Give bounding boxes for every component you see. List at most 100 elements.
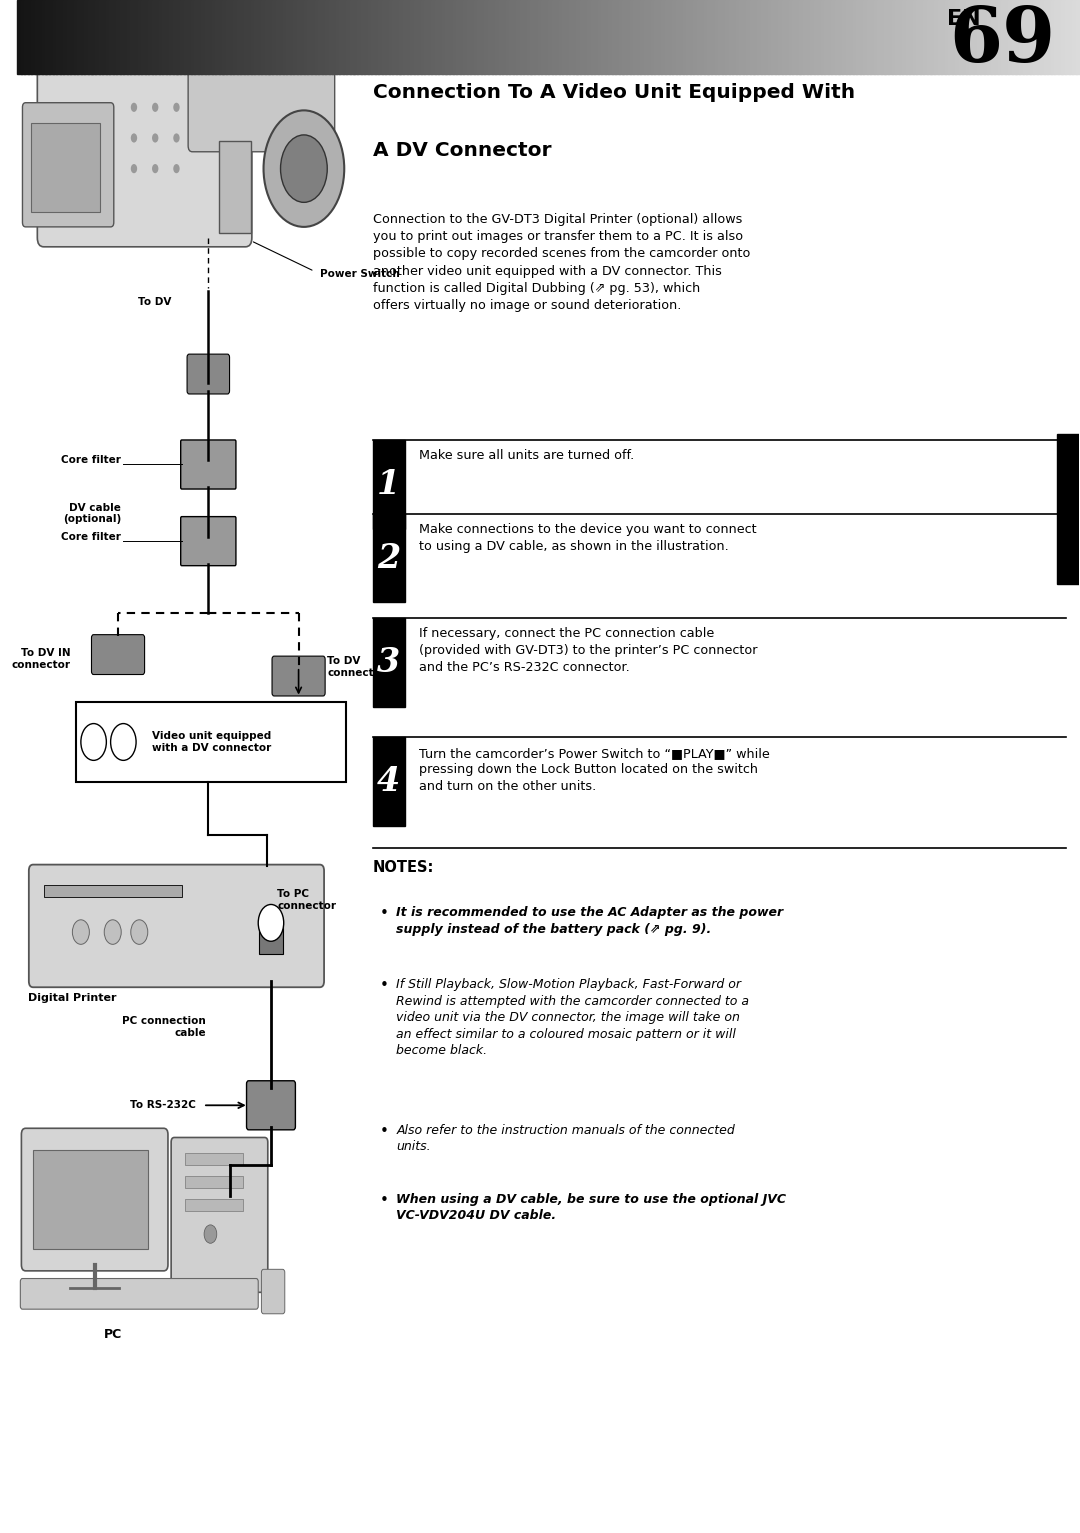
Bar bbox=[219, 0, 224, 74]
FancyBboxPatch shape bbox=[246, 1081, 296, 1130]
Text: Power Switch: Power Switch bbox=[320, 270, 400, 279]
Bar bbox=[874, 0, 878, 74]
Text: •: • bbox=[379, 978, 388, 993]
Bar bbox=[1051, 0, 1055, 74]
Bar bbox=[322, 0, 326, 74]
Bar bbox=[941, 0, 946, 74]
FancyBboxPatch shape bbox=[22, 1128, 168, 1271]
FancyBboxPatch shape bbox=[38, 37, 252, 247]
Bar bbox=[137, 0, 143, 74]
Bar bbox=[325, 0, 329, 74]
Bar bbox=[286, 0, 291, 74]
Bar bbox=[746, 0, 751, 74]
Bar bbox=[605, 0, 609, 74]
Bar bbox=[779, 0, 783, 74]
Bar bbox=[1004, 0, 1010, 74]
Bar bbox=[495, 0, 500, 74]
Bar bbox=[707, 0, 712, 74]
Bar bbox=[1037, 0, 1041, 74]
Bar bbox=[463, 0, 468, 74]
Bar bbox=[552, 0, 556, 74]
Text: Connection to the GV-DT3 Digital Printer (optional) allows
you to print out imag: Connection to the GV-DT3 Digital Printer… bbox=[373, 213, 751, 313]
Bar bbox=[230, 0, 234, 74]
FancyBboxPatch shape bbox=[180, 440, 235, 489]
Bar bbox=[424, 0, 429, 74]
Bar bbox=[76, 702, 347, 782]
FancyBboxPatch shape bbox=[21, 1279, 258, 1309]
Bar bbox=[67, 0, 71, 74]
Bar bbox=[693, 0, 698, 74]
Bar bbox=[73, 0, 79, 74]
Bar bbox=[279, 0, 284, 74]
Bar bbox=[1043, 0, 1049, 74]
Bar bbox=[42, 0, 46, 74]
Bar bbox=[151, 0, 157, 74]
Bar bbox=[558, 0, 564, 74]
Bar bbox=[421, 0, 426, 74]
Bar bbox=[1009, 0, 1013, 74]
Bar bbox=[633, 0, 637, 74]
Bar bbox=[676, 0, 680, 74]
Bar bbox=[438, 0, 443, 74]
Bar bbox=[906, 0, 910, 74]
FancyBboxPatch shape bbox=[188, 48, 335, 152]
Bar bbox=[721, 0, 726, 74]
Bar bbox=[524, 0, 528, 74]
Bar bbox=[63, 0, 68, 74]
Bar bbox=[927, 0, 932, 74]
Bar bbox=[467, 0, 471, 74]
Bar bbox=[945, 0, 949, 74]
Bar bbox=[569, 0, 573, 74]
Bar bbox=[683, 0, 687, 74]
Bar bbox=[435, 0, 440, 74]
Bar bbox=[619, 0, 623, 74]
Bar bbox=[827, 0, 833, 74]
Bar bbox=[120, 0, 124, 74]
Bar bbox=[215, 0, 220, 74]
Text: 4: 4 bbox=[377, 765, 401, 799]
Bar bbox=[549, 0, 553, 74]
Bar bbox=[470, 0, 475, 74]
Bar bbox=[258, 0, 262, 74]
Text: •: • bbox=[379, 1124, 388, 1139]
Bar bbox=[453, 0, 457, 74]
Bar bbox=[70, 0, 75, 74]
Bar bbox=[966, 0, 971, 74]
Bar bbox=[1058, 0, 1063, 74]
Circle shape bbox=[131, 103, 137, 112]
Bar bbox=[269, 0, 273, 74]
Text: EN: EN bbox=[947, 9, 981, 29]
Bar bbox=[109, 0, 113, 74]
Bar bbox=[219, 141, 251, 233]
Bar bbox=[764, 0, 769, 74]
Bar bbox=[190, 0, 195, 74]
Bar bbox=[314, 0, 319, 74]
Bar bbox=[357, 0, 362, 74]
Bar bbox=[491, 0, 496, 74]
Bar bbox=[247, 0, 252, 74]
Bar bbox=[651, 0, 656, 74]
Bar bbox=[937, 0, 942, 74]
Bar bbox=[148, 0, 152, 74]
Bar bbox=[39, 0, 43, 74]
Bar bbox=[481, 0, 486, 74]
Text: If Still Playback, Slow-Motion Playback, Fast-Forward or
Rewind is attempted wit: If Still Playback, Slow-Motion Playback,… bbox=[396, 978, 750, 1058]
Bar bbox=[591, 0, 595, 74]
Bar bbox=[499, 0, 503, 74]
Bar bbox=[729, 0, 733, 74]
Bar bbox=[375, 0, 379, 74]
Bar bbox=[846, 0, 850, 74]
Bar bbox=[572, 0, 578, 74]
FancyBboxPatch shape bbox=[29, 865, 324, 987]
Circle shape bbox=[204, 1225, 217, 1243]
Bar bbox=[1065, 0, 1069, 74]
Circle shape bbox=[131, 164, 137, 173]
Bar bbox=[392, 0, 397, 74]
Bar bbox=[123, 0, 127, 74]
Bar bbox=[555, 0, 559, 74]
Bar bbox=[294, 0, 298, 74]
Bar bbox=[226, 0, 231, 74]
Bar bbox=[431, 0, 436, 74]
Bar bbox=[1048, 0, 1052, 74]
Bar bbox=[782, 0, 786, 74]
